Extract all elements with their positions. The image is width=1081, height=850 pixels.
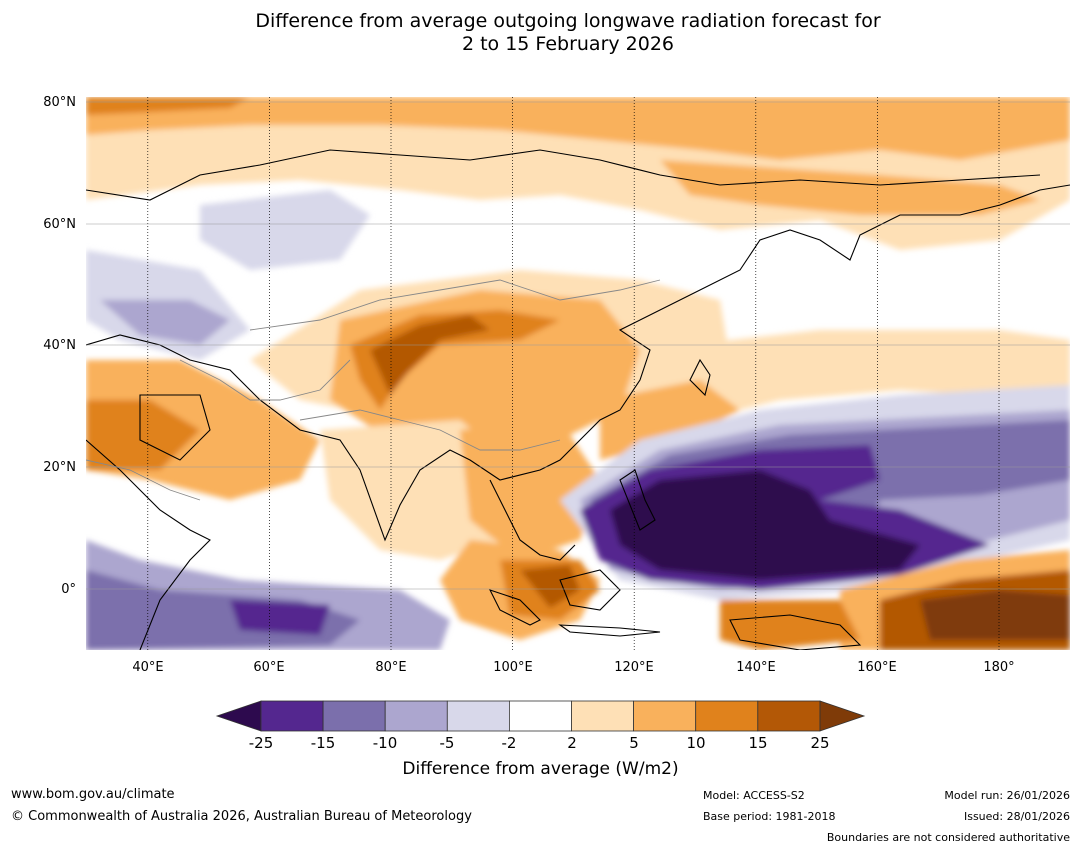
website-link[interactable]: www.bom.gov.au/climate — [11, 787, 175, 802]
anomaly-region-borneo-peak — [520, 565, 580, 608]
anomaly-region-pacific-pos-core — [600, 380, 740, 460]
boundaries-disclaimer: Boundaries are not considered authoritat… — [826, 831, 1070, 844]
anomaly-region-arabia-core — [86, 400, 200, 470]
anomaly-region-europe-neg-core — [100, 300, 230, 345]
lat-label-60n: 60°N — [43, 217, 76, 232]
colorbar-bin — [508, 700, 572, 732]
lon-label-80e: 80°E — [375, 660, 407, 675]
lat-label-20n: 20°N — [43, 460, 76, 475]
colorbar-tick: 15 — [748, 734, 768, 752]
colorbar-bin — [260, 700, 324, 732]
colorbar-bin — [757, 700, 821, 732]
anomaly-region-arctic-peak — [86, 97, 250, 115]
colorbar-tick: -5 — [439, 734, 455, 752]
colorbar-label: Difference from average (W/m2) — [402, 759, 679, 779]
anomaly-region-tibet-peak — [370, 315, 490, 395]
colorbar-extend-high — [819, 700, 866, 732]
colorbar-tick: -2 — [501, 734, 517, 752]
colorbar — [215, 700, 866, 732]
anomaly-region-philippines-peak — [610, 470, 920, 580]
anomaly-region-pacific-pos — [640, 330, 1070, 420]
colorbar-bin — [384, 700, 448, 732]
colorbar-bin — [633, 700, 697, 732]
colorbar-bin — [322, 700, 386, 732]
anomaly-region-sw-pacific-peak — [920, 590, 1070, 640]
chart-title: Difference from average outgoing longwav… — [0, 10, 1081, 56]
colorbar-tick: -10 — [372, 734, 398, 752]
copyright-notice: © Commonwealth of Australia 2026, Austra… — [11, 809, 472, 824]
colorbar-extend-low — [215, 700, 262, 732]
lat-label-40n: 40°N — [43, 338, 76, 353]
lat-label-0: 0° — [61, 582, 76, 597]
anomaly-region-siberia — [660, 160, 1040, 215]
colorbar-tick: 5 — [629, 734, 639, 752]
lon-label-140e: 140°E — [736, 660, 776, 675]
lon-label-100e: 100°E — [493, 660, 533, 675]
lat-label-80n: 80°N — [43, 95, 76, 110]
lon-label-40e: 40°E — [132, 660, 164, 675]
graticule — [86, 97, 1070, 650]
colorbar-tick: 10 — [686, 734, 706, 752]
colorbar-tick: 2 — [567, 734, 577, 752]
colorbar-tick: -15 — [310, 734, 336, 752]
lon-label-60e: 60°E — [253, 660, 285, 675]
base-period: Base period: 1981-2018 — [703, 810, 836, 823]
country-borders — [86, 279, 661, 501]
anomaly-region-arctic-core — [86, 97, 1070, 160]
colorbar-tick: 25 — [810, 734, 830, 752]
anomaly-region-png-pos — [720, 600, 860, 650]
coastlines — [86, 149, 1070, 650]
issued-date: Issued: 28/01/2026 — [963, 810, 1070, 823]
model-name: Model: ACCESS-S2 — [703, 789, 805, 802]
title-line-2: 2 to 15 February 2026 — [461, 33, 675, 55]
lon-label-180: 180° — [983, 660, 1015, 675]
anomaly-field — [86, 97, 1070, 650]
title-line-1: Difference from average outgoing longwav… — [255, 10, 881, 32]
colorbar-bin — [446, 700, 510, 732]
anomaly-region-indian-ocean-peak — [230, 600, 330, 635]
lon-label-120e: 120°E — [614, 660, 654, 675]
colorbar-bin — [571, 700, 634, 732]
colorbar-bin — [695, 700, 759, 732]
lon-label-160e: 160°E — [857, 660, 897, 675]
anomaly-region-west-siberia-neg — [200, 190, 370, 270]
model-run-date: Model run: 26/01/2026 — [944, 789, 1070, 802]
colorbar-tick: -25 — [248, 734, 274, 752]
